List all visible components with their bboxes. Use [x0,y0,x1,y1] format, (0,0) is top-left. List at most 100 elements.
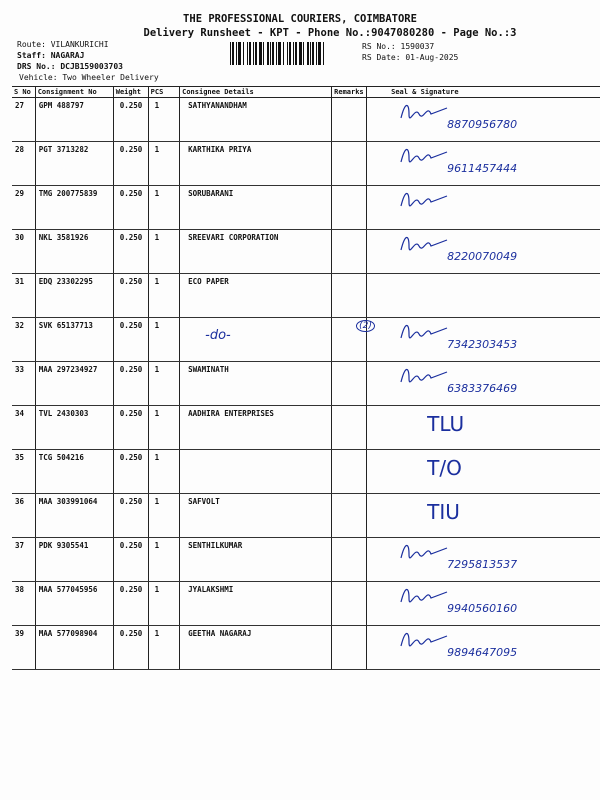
handwritten-ditto: -do- [205,328,231,343]
cell-remark [331,625,367,670]
cell-hw: 8220070049 [366,229,600,274]
cell-hw: 9940560160 [366,581,600,626]
cell-sno: 34 [12,405,36,450]
cell-wt: 0.250 [112,449,149,494]
cell-pcs: 1 [147,97,180,142]
cell-cn: TVL 2430303 [34,405,114,450]
vehicle: Vehicle: Two Wheeler Delivery [19,73,159,82]
cell-consignee: ECO PAPER [179,273,332,318]
column-header: S No [12,86,36,98]
handwritten-note: 9940560160 [447,602,518,615]
signature-icon [400,192,448,207]
runsheet-table: S No Consignment No Weight PCS Consignee Det… [12,86,600,670]
barcode-bar [236,42,237,65]
barcode-bar [318,42,321,65]
cell-pcs: 1 [147,581,180,626]
cell-remark [331,141,367,186]
cell-sno: 38 [12,581,36,626]
column-header: PCS [147,86,180,98]
cell-wt: 0.250 [112,581,149,626]
column-header: Seal & Signature [366,86,600,98]
cell-remark [331,97,367,142]
cell-pcs: 1 [147,405,180,450]
barcode-bar [238,42,241,65]
signature-icon [400,588,448,603]
cell-hw: 6383376469 [366,361,600,406]
cell-wt: 0.250 [112,229,149,274]
cell-cn: EDQ 23302295 [34,273,114,318]
barcode-bar [263,42,264,65]
barcode-bar [312,42,314,65]
barcode-bar [267,42,269,65]
cell-hw [366,185,600,230]
cell-cn: PDK 9305541 [34,537,114,582]
cell-cn: PGT 3713282 [34,141,114,186]
cell-sno: 31 [12,273,36,318]
table-row: 37 PDK 9305541 0.250 1 SENTHILKUMAR 729581353… [12,537,600,582]
cell-cn: MAA 577098904 [34,625,114,670]
handwritten-note: 7295813537 [447,558,518,571]
table-row: 39 MAA 577098904 0.250 1 GEETHA NAGARAJ 98946… [12,625,600,670]
table-row: 33 MAA 297234927 0.250 1 SWAMINATH 6383376469 [12,361,600,406]
signature-icon [400,104,448,119]
cell-sno: 30 [12,229,36,274]
cell-pcs: 1 [147,185,180,230]
column-header: Remarks [331,86,367,98]
cell-pcs: 1 [147,273,180,318]
barcode-bar [303,42,304,65]
cell-wt: 0.250 [112,405,149,450]
cell-cn: TMG 200775839 [34,185,114,230]
cell-consignee: AADHIRA ENTERPRISES [179,405,332,450]
cell-remark [331,361,367,406]
cell-wt: 0.250 [112,537,149,582]
handwritten-note: 7342303453 [447,338,518,351]
cell-hw: 9611457444 [366,141,600,186]
barcode-bar [247,42,248,65]
table-row: 29 TMG 200775839 0.250 1 SORUBARANI [12,185,600,230]
cell-hw: 8870956780 [366,97,600,142]
handwritten-note: 8220070049 [447,250,518,263]
signature-icon [400,324,448,339]
barcode-bar [316,42,317,65]
cell-wt: 0.250 [112,141,149,186]
cell-remark [331,581,367,626]
cell-remark: (2) [331,317,375,362]
handwritten-note: 6383376469 [447,382,518,395]
barcode-bar [289,42,291,65]
cell-hw: 9894647095 [366,625,600,670]
cell-remark [331,537,367,582]
cell-pcs: 1 [147,141,180,186]
barcode-bar [310,42,311,65]
signature-icon [400,544,448,559]
signature-icon [400,368,448,383]
drs-number: DRS No.: DCJB159003703 [17,62,123,71]
handwritten-note: TLU [427,412,465,436]
cell-cn: GPM 488797 [34,97,114,142]
cell-cn: NKL 3581926 [34,229,114,274]
cell-consignee: SAFVOLT [179,493,332,538]
cell-wt: 0.250 [112,361,149,406]
signature-icon [400,632,448,647]
staff: Staff: NAGARAJ [17,51,85,60]
cell-cn: MAA 297234927 [34,361,114,406]
cell-consignee: SENTHILKUMAR [179,537,332,582]
cell-sno: 35 [12,449,36,494]
cell-sno: 29 [12,185,36,230]
cell-remark [331,449,367,494]
table-row: 28 PGT 3713282 0.250 1 KARTHIKA PRIYA 9611457… [12,141,600,186]
cell-sno: 37 [12,537,36,582]
cell-consignee: SREEVARI CORPORATION [179,229,332,274]
rs-number: RS No.: 1590037 [362,42,435,51]
cell-sno: 33 [12,361,36,406]
cell-cn: TCG 504216 [34,449,114,494]
barcode-bar [249,42,251,65]
column-header: Consignee Details [179,86,332,98]
runsheet-subtitle: Delivery Runsheet - KPT - Phone No.:9047… [143,27,517,39]
barcode-bar [323,42,324,65]
cell-hw [366,273,600,318]
cell-consignee: -do- [179,317,332,362]
cell-sno: 28 [12,141,36,186]
company-title: THE PROFESSIONAL COURIERS, COIMBATORE [183,13,417,25]
barcode-bar [230,42,231,65]
cell-cn: SVK 65137713 [34,317,114,362]
